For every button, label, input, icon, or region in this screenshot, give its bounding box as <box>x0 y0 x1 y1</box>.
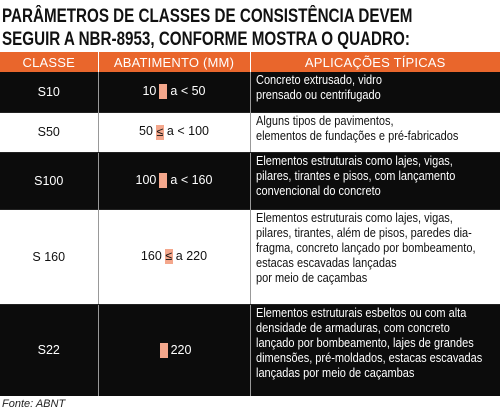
missing-glyph <box>159 342 168 358</box>
abatimento-cell: 160 ≤ a 220 <box>98 208 251 305</box>
aplicacoes-cell: Elementos estruturais esbeltos ou com al… <box>250 304 500 396</box>
aplicacoes-cell: Elementos estruturais como lajes, vigas,… <box>250 152 500 209</box>
title-line: SEGUIR A NBR-8953, CONFORME MOSTRA O QUA… <box>2 29 410 50</box>
title-line: PARÂMETROS DE CLASSES DE CONSISTÊNCIA DE… <box>2 6 413 27</box>
aplicacoes-cell: Elementos estruturais como lajes, vigas,… <box>250 208 500 305</box>
text-line: prensado ou centrifugado <box>255 88 381 102</box>
text-line: lançado por bombeamento, lajes de grande… <box>255 335 474 350</box>
table-row: S 160 160 ≤ a 220 Elementos estruturais como… <box>0 208 500 305</box>
classe-cell: S10 <box>0 72 99 112</box>
text-line: Elementos estruturais como lajes, vigas, <box>255 210 453 225</box>
text-line: Elementos estruturais esbeltos ou com al… <box>255 305 466 320</box>
table-row: S50 50 ≤ a < 100 Alguns tipos de pavimentos,… <box>0 111 500 153</box>
value-text: a 220 <box>175 248 208 263</box>
text-line: Concreto extrusado, vidro <box>255 73 382 87</box>
classe-cell: S50 <box>0 111 99 153</box>
text-line: lançadas por meio de caçambas <box>255 365 414 380</box>
table: CLASSE ABATIMENTO (MM) APLICAÇÕES TÍPICAS … <box>0 52 500 396</box>
value-text: a < 50 <box>170 84 206 99</box>
text-line: estacas escavadas lançadas <box>255 255 397 270</box>
value-text: 220 <box>170 342 192 357</box>
classe-cell: S100 <box>0 152 99 209</box>
header-row: CLASSE ABATIMENTO (MM) APLICAÇÕES TÍPICAS <box>0 52 500 72</box>
value-text: 100 <box>135 172 157 187</box>
text-line: pilares, tirantes e pisos, com lançament… <box>255 168 455 183</box>
text-line: pilares, tirantes, além de pisos, parede… <box>255 225 472 240</box>
missing-glyph <box>159 84 168 100</box>
abatimento-cell: 100 a < 160 <box>98 152 251 209</box>
value-text: 10 <box>142 84 157 99</box>
text-line: por meio de caçambas <box>255 270 367 285</box>
operator: ≤ <box>164 249 173 265</box>
abatimento-cell: 220 <box>98 304 251 396</box>
abatimento-cell: 50 ≤ a < 100 <box>98 111 251 153</box>
column-header: APLICAÇÕES TÍPICAS <box>250 52 500 72</box>
classe-cell: S 160 <box>0 208 99 305</box>
value-text: 50 <box>139 124 153 139</box>
text-line: convencional do concreto <box>255 183 381 198</box>
source: Fonte: ABNT <box>2 398 66 410</box>
aplicacoes-cell: Alguns tipos de pavimentos, elementos de … <box>250 111 500 153</box>
text-line: densidade de armaduras, com concreto <box>255 320 450 335</box>
value-text: a < 160 <box>170 172 213 187</box>
aplicacoes-cell: Concreto extrusado, vidro prensado ou cen… <box>250 72 500 112</box>
value-text: 160 <box>140 248 162 263</box>
missing-glyph <box>159 173 168 189</box>
column-header: CLASSE <box>0 52 99 72</box>
column-header: ABATIMENTO (MM) <box>98 52 251 72</box>
table-row: S10 10 a < 50 Concreto extrusado, vidro pren… <box>0 72 500 112</box>
text-line: elementos de fundações e pré-fabricados <box>255 128 458 143</box>
abatimento-cell: 10 a < 50 <box>98 72 251 112</box>
table-row: S100 100 a < 160 Elementos estruturais como… <box>0 152 500 209</box>
text-line: fragma, concreto lançado por bombeamento… <box>255 240 476 255</box>
text-line: dimensões, pré-moldados, estacas escavad… <box>255 350 482 365</box>
operator: ≤ <box>155 124 164 140</box>
text-line: Elementos estruturais como lajes, vigas, <box>255 153 453 168</box>
value-text: a < 100 <box>166 124 209 139</box>
text-line: Alguns tipos de pavimentos, <box>255 113 394 128</box>
table-row: S22 220 Elementos estruturais esbeltos ou … <box>0 304 500 396</box>
classe-cell: S22 <box>0 304 99 396</box>
